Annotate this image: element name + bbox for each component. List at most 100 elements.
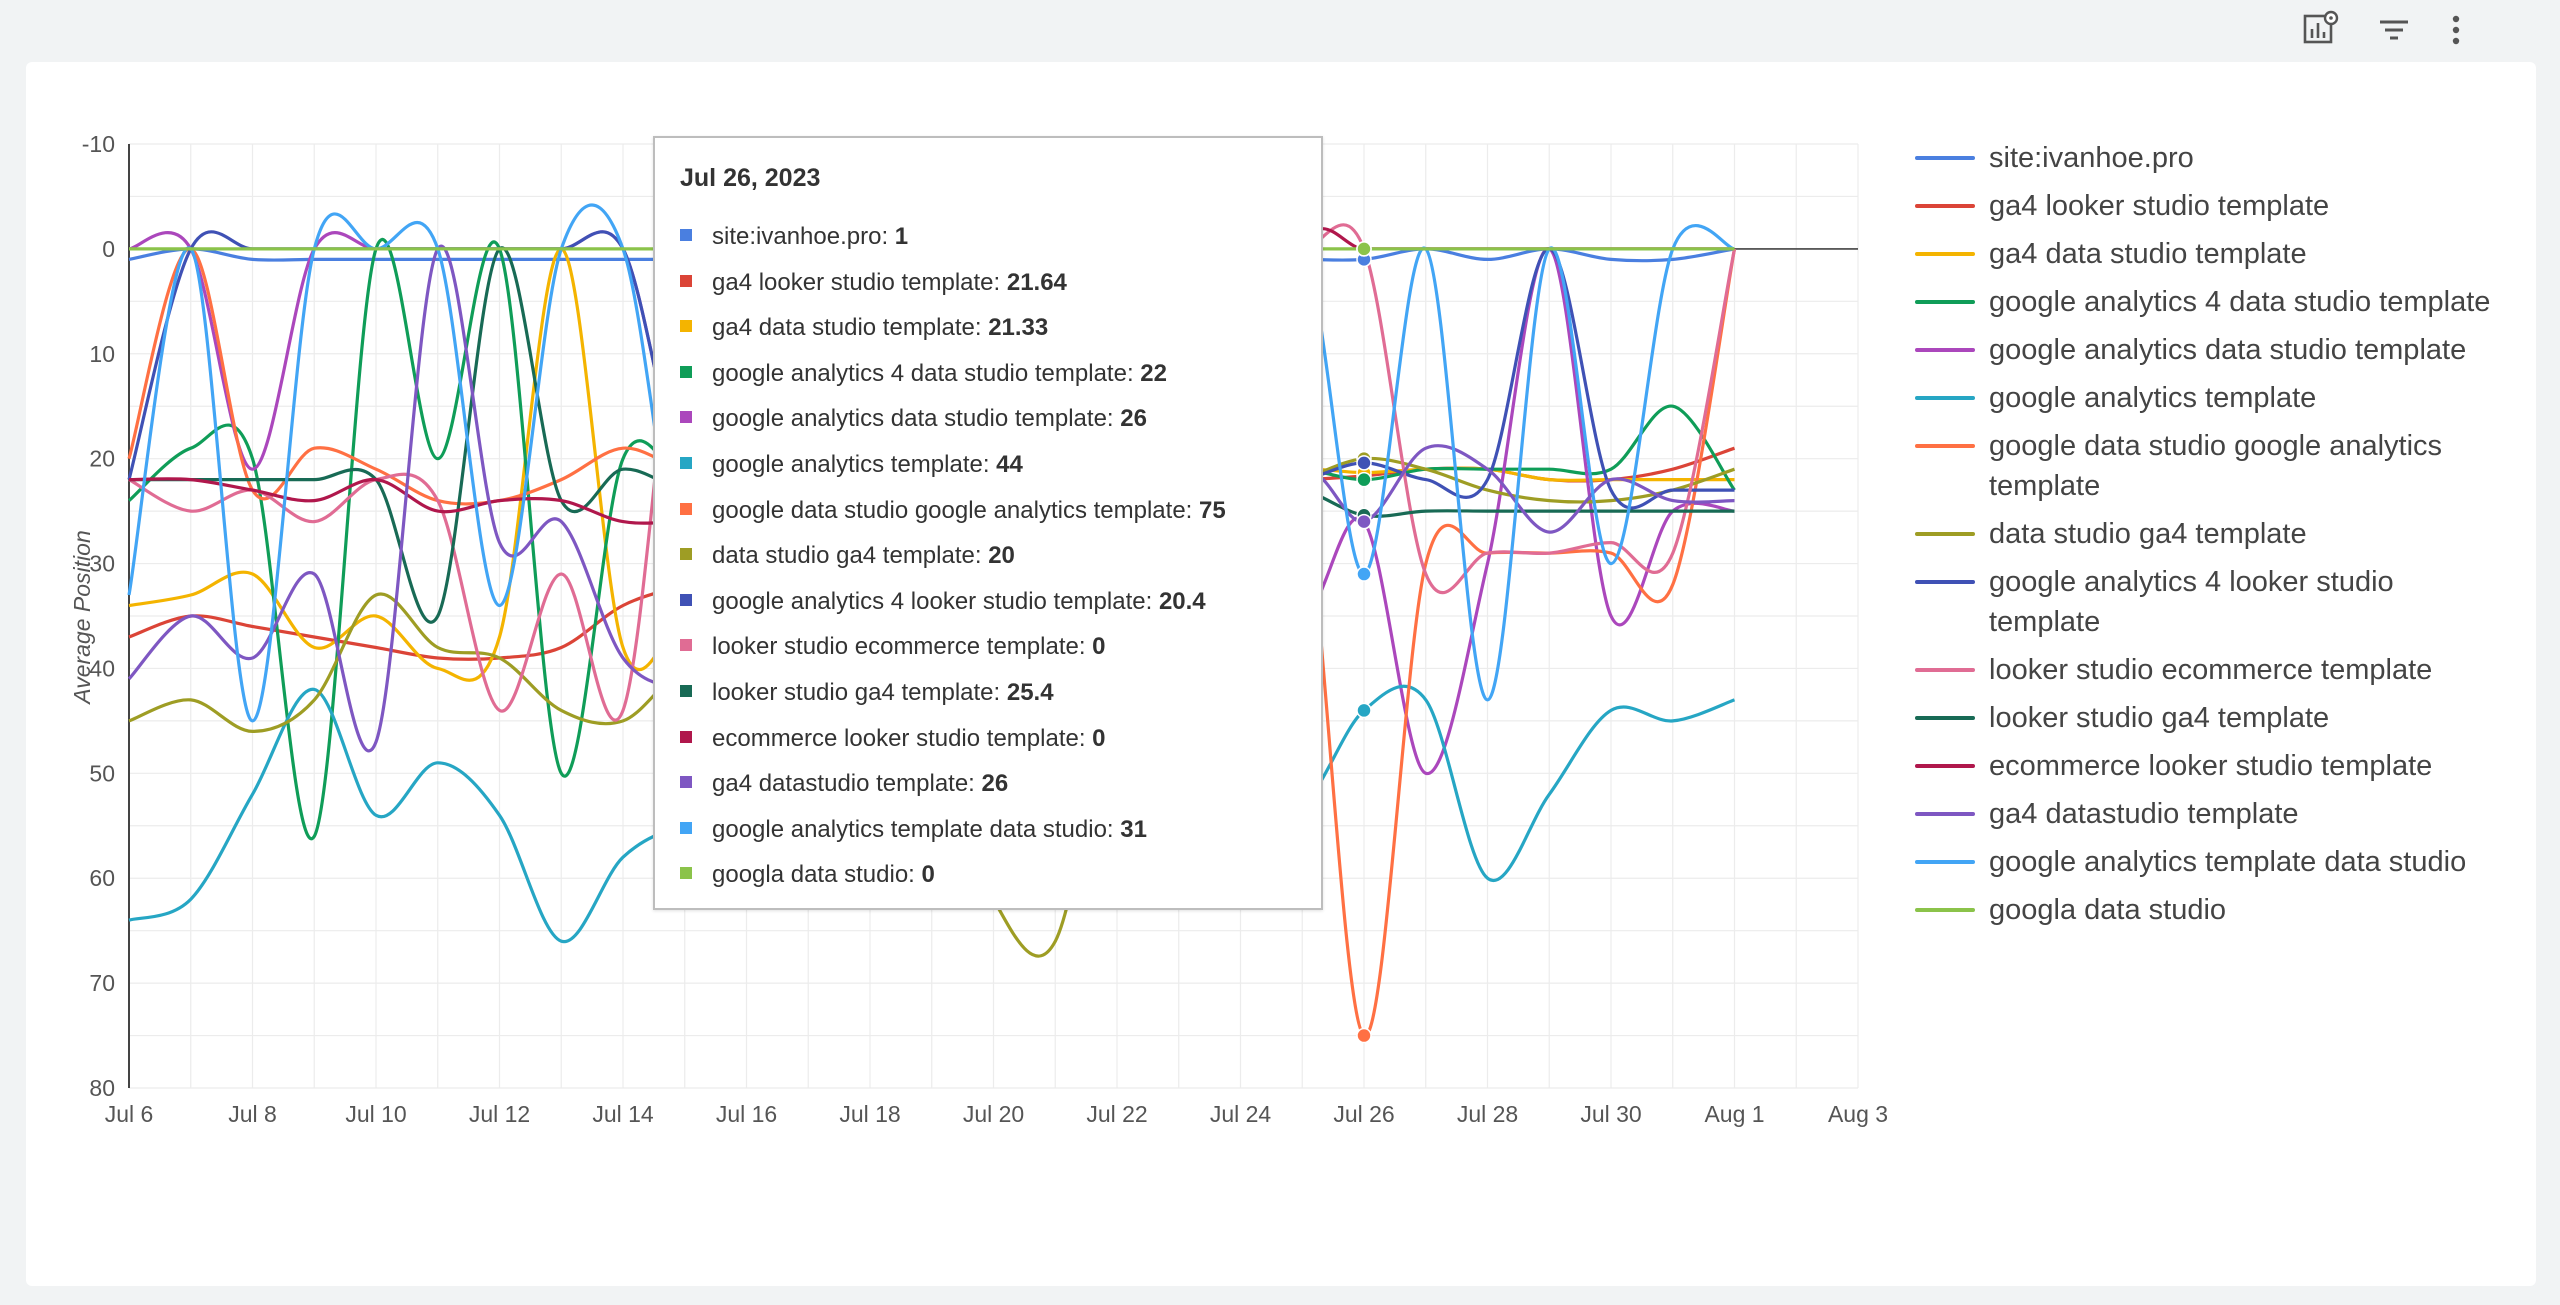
y-tick-label: 20 [89, 446, 115, 472]
legend-label: google analytics data studio template [1989, 334, 2467, 366]
legend-swatch [1915, 300, 1975, 304]
tooltip-value: 26 [1120, 405, 1147, 433]
x-tick-label: Aug 1 [1704, 1101, 1764, 1127]
y-tick-label: -10 [82, 131, 115, 157]
chart-card: -10 0 10 20 30 40 50 60 70 80 Jul 6 Jul 8 Jul 10 Jul … [26, 62, 2536, 1286]
legend-swatch [1915, 396, 1975, 400]
tooltip-row: ga4 datastudio template: 26 [680, 770, 1008, 798]
tooltip-row: looker studio ecommerce template: 0 [680, 633, 1106, 661]
tooltip-label: google analytics template: [712, 451, 997, 478]
series-swatch [680, 548, 692, 561]
series-swatch [680, 457, 692, 469]
highlight-point[interactable] [1356, 702, 1372, 719]
tooltip-row: googla data studio: 0 [680, 861, 935, 889]
highlight-point[interactable] [1356, 1027, 1372, 1044]
tooltip-value: 0 [921, 861, 935, 889]
legend-swatch [1915, 580, 1975, 584]
tooltip-value: 31 [1120, 815, 1147, 843]
tooltip-row: google analytics template data studio: 3… [680, 816, 1147, 844]
series-swatch [680, 502, 692, 515]
x-tick-label: Jul 18 [839, 1101, 900, 1127]
tooltip-date: Jul 26, 2023 [680, 164, 821, 192]
series-swatch [680, 229, 692, 241]
y-tick-label: 10 [89, 341, 115, 367]
series-swatch [680, 639, 692, 652]
tooltip-label: google data studio google analytics temp… [712, 496, 1199, 524]
legend-label: looker studio ecommerce template [1989, 654, 2433, 686]
legend-swatch [1915, 764, 1975, 768]
legend-label: google analytics 4 data studio template [1989, 286, 2491, 318]
x-tick-label: Aug 3 [1828, 1101, 1888, 1127]
tooltip-value: 1 [894, 223, 909, 250]
highlight-point[interactable] [1356, 471, 1372, 488]
tooltip-value: 20.4 [1158, 587, 1206, 615]
x-tick-label: Jul 6 [105, 1101, 154, 1127]
x-tick-label: Jul 8 [228, 1101, 277, 1127]
y-tick-label: 40 [89, 655, 115, 681]
y-tick-label: 80 [89, 1075, 115, 1101]
highlight-point[interactable] [1356, 513, 1372, 530]
tooltip-row: looker studio ga4 template: 25.4 [680, 679, 1054, 707]
legend-label: site:ivanhoe.pro [1989, 142, 2194, 174]
tooltip-row: data studio ga4 template: 20 [680, 542, 1015, 570]
tooltip-row: google analytics 4 data studio template:… [680, 360, 1167, 388]
tooltip-row: google analytics 4 looker studio templat… [680, 588, 1206, 616]
x-tick-label: Jul 12 [469, 1101, 530, 1127]
tooltip-value: 75 [1199, 496, 1226, 524]
legend-swatch [1915, 812, 1975, 816]
tooltip-row: site:ivanhoe.pro: 1 [680, 223, 908, 251]
tooltip-value: 0 [1092, 724, 1106, 752]
legend-swatch [1915, 908, 1975, 912]
legend-swatch [1915, 716, 1975, 720]
tooltip-label: google analytics template data studio: [712, 815, 1121, 843]
series-swatch [680, 411, 692, 424]
more-vert-icon[interactable] [2436, 10, 2476, 50]
series-swatch [680, 685, 692, 697]
y-tick-label: 60 [89, 865, 115, 891]
tooltip-row: google analytics data studio template: 2… [680, 405, 1147, 433]
tooltip-value: 21.33 [988, 314, 1049, 342]
legend-label: googla data studio [1989, 894, 2227, 926]
tooltip-value: 44 [996, 451, 1023, 478]
series-swatch [680, 730, 692, 743]
series-swatch [680, 821, 692, 834]
filter-icon[interactable] [2374, 10, 2414, 50]
x-tick-label: Jul 28 [1457, 1101, 1518, 1127]
legend-swatch [1915, 532, 1975, 536]
series-swatch [680, 593, 692, 606]
legend-label: data studio ga4 template [1989, 518, 2307, 550]
tooltip-value: 21.64 [1006, 268, 1067, 296]
legend-label: looker studio ga4 template [1989, 702, 2330, 734]
series-swatch [680, 776, 692, 789]
chart-settings-icon[interactable] [2300, 10, 2340, 50]
tooltip-row: google data studio google analytics temp… [680, 497, 1226, 525]
legend-label: google analytics template [1989, 382, 2317, 414]
legend-swatch [1915, 204, 1975, 208]
tooltip-row: ecommerce looker studio template: 0 [680, 725, 1106, 753]
y-tick-label: 50 [89, 760, 115, 786]
legend-label: ecommerce looker studio template [1989, 750, 2433, 782]
x-tick-label: Jul 22 [1086, 1101, 1147, 1127]
x-tick-label: Jul 26 [1333, 1101, 1394, 1127]
tooltip-value: 25.4 [1006, 679, 1054, 706]
series-swatch [680, 320, 692, 333]
y-tick-label: 0 [102, 236, 115, 262]
highlight-point[interactable] [1356, 241, 1372, 257]
legend-label: google analytics 4 looker studio [1989, 566, 2394, 598]
highlight-point[interactable] [1356, 566, 1372, 582]
y-tick-label: 30 [89, 551, 115, 577]
tooltip-label: googla data studio: [712, 861, 922, 889]
tooltip-label: ecommerce looker studio template: [712, 724, 1093, 752]
highlight-point[interactable] [1356, 455, 1372, 471]
y-axis-title: Average Position [69, 530, 95, 705]
tooltip-label: ga4 datastudio template: [712, 770, 982, 798]
legend-label: google data studio google analytics [1989, 430, 2443, 462]
tooltip-label: google analytics 4 looker studio templat… [712, 587, 1159, 615]
tooltip-label: looker studio ga4 template: [712, 679, 1007, 706]
x-tick-label: Jul 20 [963, 1101, 1024, 1127]
legend-swatch [1915, 444, 1975, 448]
legend-swatch [1915, 252, 1975, 256]
tooltip-row: google analytics template: 44 [680, 451, 1023, 479]
tooltip-label: ga4 data studio template: [712, 314, 989, 342]
tooltip-row: ga4 looker studio template: 21.64 [680, 269, 1067, 297]
